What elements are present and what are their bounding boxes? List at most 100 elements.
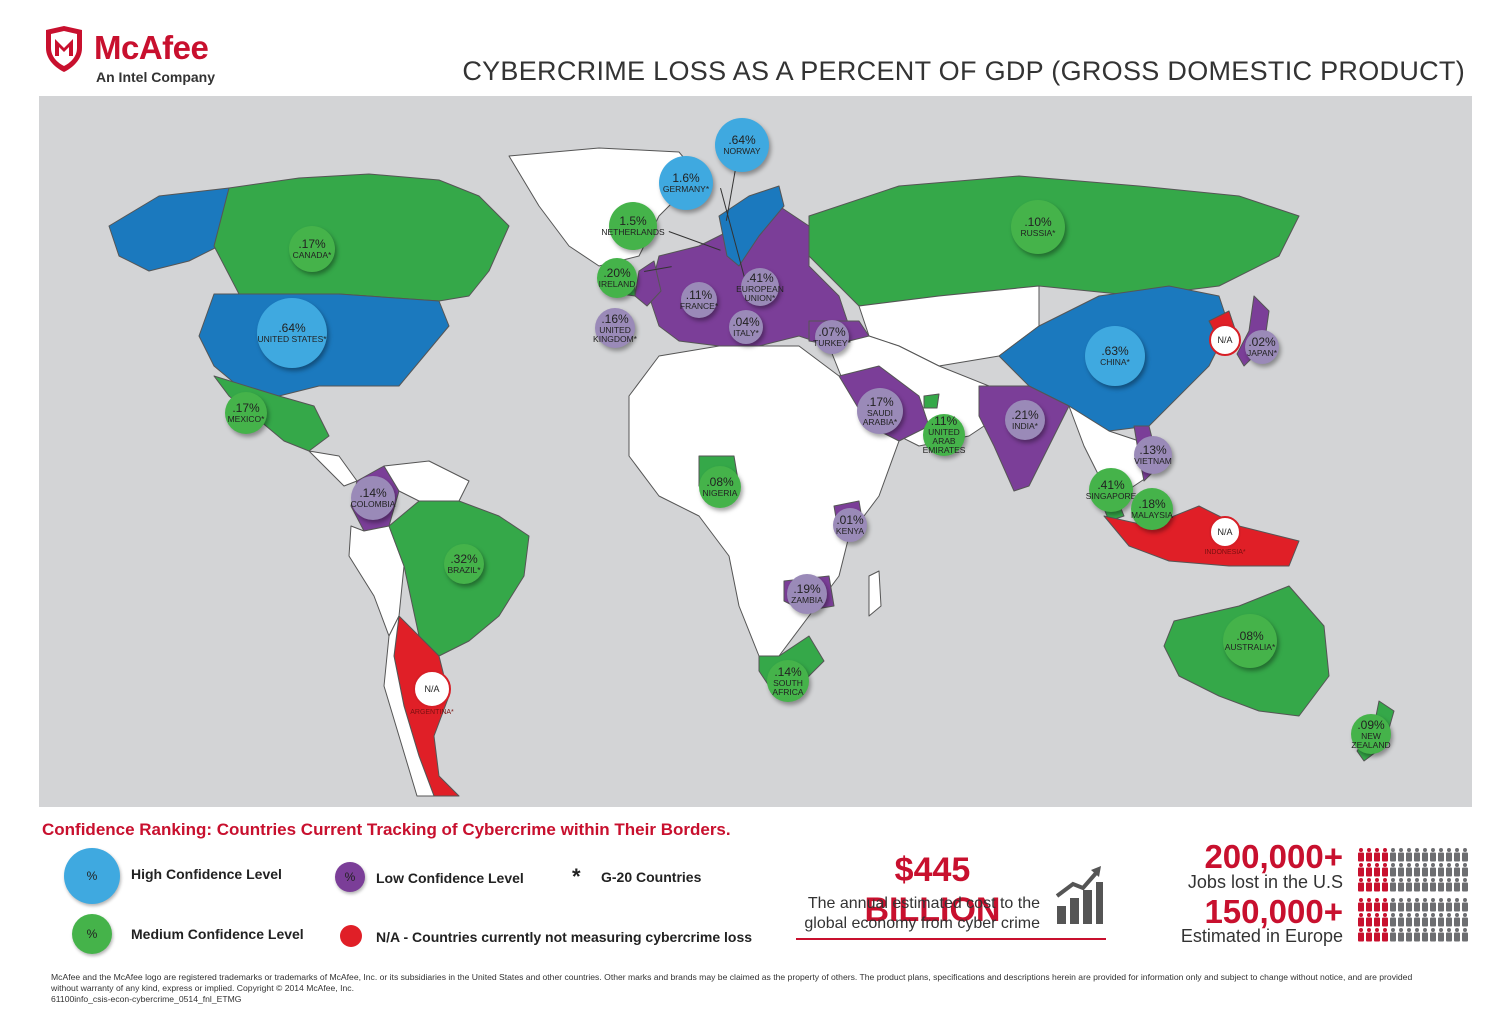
marker-colombia-name: COLOMBIA bbox=[350, 499, 396, 509]
us-person-icon bbox=[1358, 878, 1364, 892]
eu-person-icon bbox=[1406, 913, 1412, 927]
marker-usa-name: UNITED STATES* bbox=[257, 334, 327, 344]
marker-usa-value: .64% bbox=[278, 321, 306, 335]
marker-netherlands-value: 1.5% bbox=[619, 214, 647, 228]
marker-india-name: INDIA* bbox=[1012, 421, 1038, 431]
eu-person-icon bbox=[1454, 898, 1460, 912]
us-person-icon bbox=[1398, 863, 1404, 877]
marker-vietnam-value: .13% bbox=[1139, 443, 1167, 457]
marker-colombia: .14% COLOMBIA bbox=[351, 476, 395, 520]
marker-nigeria-value: .08% bbox=[706, 475, 734, 489]
marker-southafrica-value: .14% bbox=[774, 664, 802, 679]
marker-saudi: .17% SAUDI ARABIA* bbox=[857, 388, 903, 434]
us-person-icon bbox=[1422, 878, 1428, 892]
eu-person-icon bbox=[1358, 928, 1364, 942]
marker-eu-value: .41% bbox=[746, 270, 774, 285]
eu-person-icon bbox=[1422, 898, 1428, 912]
us-person-icon bbox=[1382, 848, 1388, 862]
us-person-icon bbox=[1358, 848, 1364, 862]
marker-australia: .08% AUSTRALIA* bbox=[1223, 614, 1277, 668]
marker-australia-name: AUSTRALIA* bbox=[1224, 642, 1276, 652]
legend-medium-icon: % bbox=[72, 914, 112, 954]
us-person-icon bbox=[1446, 863, 1452, 877]
marker-uae: .11% UNITED ARAB EMIRATES bbox=[923, 414, 965, 456]
marker-india-value: .21% bbox=[1011, 408, 1039, 422]
marker-argentina-value: N/A bbox=[424, 683, 440, 694]
eu-person-icon bbox=[1382, 898, 1388, 912]
marker-ireland: .20% IRELAND bbox=[597, 258, 637, 298]
marker-uk: .16% UNITED KINGDOM* bbox=[593, 308, 637, 348]
marker-southafrica-name: SOUTH AFRICA bbox=[772, 677, 804, 697]
world-map: .64% NORWAY 1.6% GERMANY* 1.5% NETHERLANDS .20… bbox=[39, 96, 1472, 807]
us-person-icon bbox=[1398, 878, 1404, 892]
marker-netherlands: 1.5% NETHERLANDS bbox=[601, 202, 665, 250]
marker-france-value: .11% bbox=[685, 288, 713, 302]
us-person-icon bbox=[1430, 863, 1436, 877]
marker-france: .11% FRANCE* bbox=[679, 282, 719, 318]
us-person-icon bbox=[1390, 848, 1396, 862]
marker-brazil: .32% BRAZIL* bbox=[444, 544, 484, 584]
marker-southafrica: .14% SOUTH AFRICA bbox=[767, 660, 809, 702]
us-person-icon bbox=[1414, 863, 1420, 877]
marker-kenya-value: .01% bbox=[836, 513, 864, 527]
eu-person-icon bbox=[1382, 928, 1388, 942]
marker-korea-value: N/A bbox=[1217, 334, 1233, 345]
eu-person-icon bbox=[1422, 928, 1428, 942]
us-person-icon bbox=[1406, 863, 1412, 877]
marker-saudi-value: .17% bbox=[866, 394, 894, 409]
marker-nigeria-name: NIGERIA bbox=[702, 488, 738, 498]
marker-italy-name: ITALY* bbox=[733, 328, 759, 338]
marker-canada: .17% CANADA* bbox=[289, 226, 335, 272]
brand-name: McAfee bbox=[94, 29, 209, 66]
chile bbox=[383, 615, 435, 797]
us-person-icon bbox=[1390, 863, 1396, 877]
eu-person-icon bbox=[1430, 913, 1436, 927]
us-person-icon bbox=[1406, 878, 1412, 892]
eu-person-icon bbox=[1398, 928, 1404, 942]
marker-uae-name: UNITED ARAB EMIRATES bbox=[922, 427, 966, 455]
marker-italy: .04% ITALY* bbox=[729, 310, 763, 344]
marker-singapore-value: .41% bbox=[1097, 478, 1125, 492]
marker-germany-name: GERMANY* bbox=[662, 184, 710, 194]
eu-person-icon bbox=[1366, 928, 1372, 942]
marker-zambia-value: .19% bbox=[793, 582, 821, 596]
us-person-icon bbox=[1358, 863, 1364, 877]
eu-person-icon bbox=[1446, 913, 1452, 927]
us-person-icon bbox=[1382, 863, 1388, 877]
us-person-icon bbox=[1446, 878, 1452, 892]
marker-nigeria: .08% NIGERIA bbox=[699, 466, 741, 508]
marker-norway-value: .64% bbox=[728, 133, 756, 147]
eu-person-icon bbox=[1398, 913, 1404, 927]
marker-newzealand-value: .09% bbox=[1357, 717, 1385, 732]
marker-newzealand-name: NEW ZEALAND bbox=[1351, 730, 1391, 750]
marker-germany: 1.6% GERMANY* bbox=[659, 156, 713, 210]
marker-colombia-value: .14% bbox=[359, 486, 387, 500]
jobs-us-number: 200,000+ bbox=[1204, 838, 1343, 875]
footer-legal-1: McAfee and the McAfee logo are registere… bbox=[51, 972, 1413, 982]
eu-person-icon bbox=[1446, 928, 1452, 942]
legend-g20-asterisk: * bbox=[572, 864, 581, 889]
jobs-us-text: Jobs lost in the U.S bbox=[1187, 872, 1343, 892]
us-person-icon bbox=[1438, 863, 1444, 877]
uae bbox=[923, 393, 940, 409]
marker-canada-value: .17% bbox=[298, 237, 326, 251]
marker-saudi-name: SAUDI ARABIA* bbox=[862, 407, 898, 427]
brand-tagline: An Intel Company bbox=[96, 69, 216, 85]
us-person-icon bbox=[1438, 878, 1444, 892]
people-icons-eu bbox=[1358, 898, 1468, 942]
us-person-icon bbox=[1382, 878, 1388, 892]
eu-person-icon bbox=[1390, 913, 1396, 927]
us-person-icon bbox=[1430, 848, 1436, 862]
eu-person-icon bbox=[1358, 913, 1364, 927]
legend-high-icon: % bbox=[64, 848, 120, 904]
us-person-icon bbox=[1462, 863, 1468, 877]
eu-person-icon bbox=[1438, 928, 1444, 942]
us-person-icon bbox=[1462, 878, 1468, 892]
footer-legal-2: without warranty of any kind, express or… bbox=[51, 983, 354, 993]
marker-france-name: FRANCE* bbox=[679, 301, 719, 311]
marker-turkey: .07% TURKEY* bbox=[813, 320, 851, 354]
marker-singapore: .41% SINGAPORE bbox=[1086, 468, 1136, 512]
marker-korea: N/A bbox=[1209, 324, 1241, 356]
us-person-icon bbox=[1422, 848, 1428, 862]
eu-person-icon bbox=[1374, 913, 1380, 927]
